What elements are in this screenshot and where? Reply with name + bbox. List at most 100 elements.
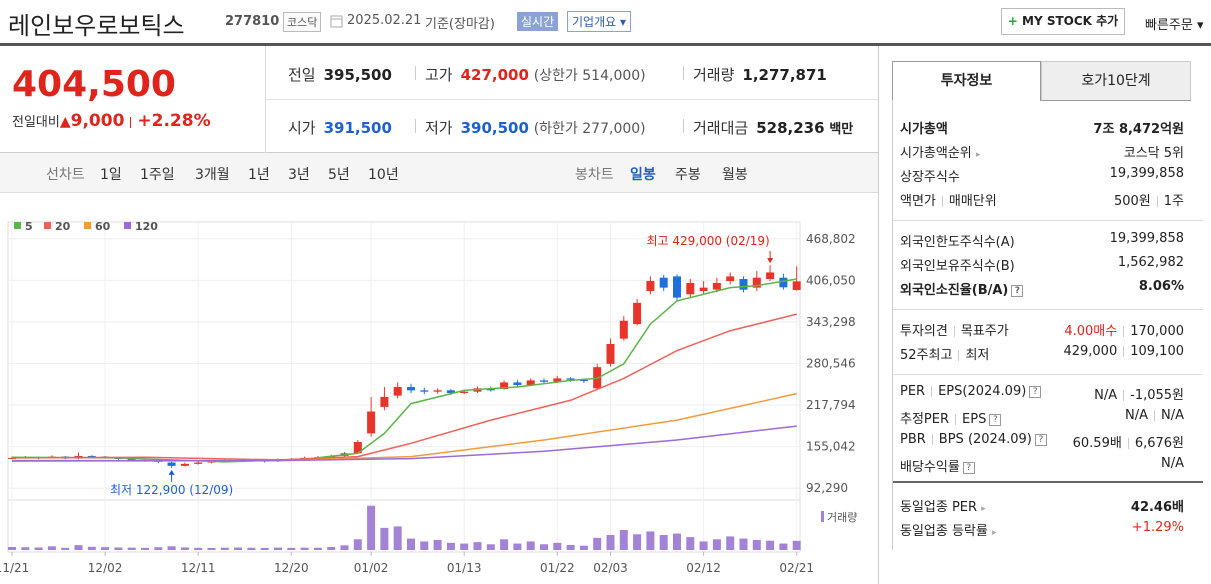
cell-note: (하한가 277,000): [533, 121, 646, 137]
candle-period[interactable]: 월봉: [722, 167, 748, 183]
label-text: 액면가: [900, 194, 936, 209]
volume-bar: [420, 541, 429, 550]
ma-line: [11, 392, 797, 462]
volume-bar: [686, 537, 695, 550]
ma-line: [11, 313, 797, 461]
candle-body: [540, 380, 548, 382]
volume-bar: [141, 547, 149, 550]
period[interactable]: 3년: [288, 167, 310, 183]
info-row: 외국인소진율(B/A)? 8.06%: [900, 279, 1184, 298]
quote-box: [0, 46, 878, 153]
period[interactable]: 1년: [248, 167, 270, 183]
value-text: 109,100: [1130, 344, 1184, 359]
candle-body: [686, 283, 695, 295]
volume-bar: [327, 547, 336, 550]
annotation-high: 최고 429,000 (02/19): [646, 234, 769, 248]
info-value: N/A: [1161, 456, 1184, 471]
volume-bar: [61, 547, 70, 550]
info-row: 외국인보유주식수(B) 1,562,982: [900, 255, 1184, 274]
value-text: N/A: [1125, 408, 1148, 423]
period[interactable]: 3개월: [195, 167, 230, 183]
value-text: -1,055원: [1130, 388, 1184, 403]
quote-cell: 거래량 1,277,871: [693, 64, 827, 85]
divider: [415, 66, 416, 80]
info-value: 19,399,858: [1109, 231, 1184, 246]
candle-body: [393, 387, 402, 396]
period[interactable]: 1일: [100, 167, 122, 183]
mystock-button[interactable]: + MY STOCK 추가: [1001, 8, 1125, 35]
info-value: 500원 1주: [1114, 190, 1184, 209]
candle-body: [699, 287, 708, 291]
cell-label: 거래량: [693, 66, 735, 84]
candle-body: [579, 379, 588, 382]
x-tick-label: 11/21: [0, 561, 29, 575]
info-value: N/A N/A: [1125, 408, 1184, 427]
divider: [893, 481, 1203, 483]
volume-bar: [433, 540, 442, 550]
label-text: 추정PER: [900, 412, 950, 427]
divider: [893, 374, 1203, 375]
tab-active[interactable]: 투자정보: [892, 61, 1041, 101]
y-tick-label: 217,794: [806, 398, 856, 412]
candle-period[interactable]: 일봉: [630, 167, 656, 183]
quick-order[interactable]: 빠른주문 ▾: [1145, 18, 1204, 33]
volume-bar: [739, 538, 748, 550]
volume-bar: [792, 540, 801, 550]
volume-bar: [207, 548, 216, 550]
cell-value: 427,000: [460, 66, 529, 84]
volume-bar: [260, 547, 269, 550]
label-text: EPS: [962, 412, 987, 427]
candle-body: [633, 302, 642, 325]
candle-body: [526, 380, 535, 386]
volume-bar: [367, 505, 376, 550]
stock-code: 277810: [225, 14, 280, 29]
cell-label: 고가: [425, 66, 453, 84]
legend-swatch: [44, 222, 51, 229]
candle-period[interactable]: 주봉: [675, 167, 701, 183]
candle-body: [180, 463, 189, 466]
volume-bar: [446, 542, 455, 550]
candle-body: [433, 390, 442, 392]
period[interactable]: 1주일: [140, 167, 175, 183]
value-text: 500원: [1113, 194, 1151, 209]
ma-line: [12, 425, 797, 462]
candle-body: [8, 457, 16, 459]
value-text: 4.00매수: [1064, 324, 1118, 339]
info-value: 42.46배: [1130, 500, 1184, 515]
candle-body: [194, 462, 203, 464]
cell-value: 395,500: [323, 66, 392, 84]
tab[interactable]: 호가10단계: [1041, 61, 1191, 101]
candle-body: [513, 382, 522, 386]
value-text: N/A: [1161, 408, 1184, 423]
info-value: 7조 8,472억원: [1093, 122, 1184, 137]
volume-frame: [7, 499, 801, 553]
volume-bar: [287, 547, 296, 550]
x-tick-label: 02/21: [779, 561, 814, 575]
volume-bar: [566, 545, 575, 550]
x-tick-label: 01/02: [354, 561, 389, 575]
company-label: 기업개요: [572, 15, 617, 29]
info-row: 동일업종 등락률 ▸ +1.29%: [900, 520, 1184, 539]
company-button[interactable]: 기업개요 ▾: [567, 11, 632, 32]
volume-bar: [473, 542, 482, 550]
y-tick-label: 468,802: [806, 232, 856, 246]
info-value: 코스닥 5위: [1123, 146, 1184, 161]
volume-bar: [47, 546, 56, 550]
info-label: 시가총액순위 ▸: [900, 146, 981, 161]
cell-label: 거래대금: [693, 119, 749, 137]
x-tick-label: 01/22: [540, 561, 575, 575]
cell-value: 1,277,871: [742, 66, 827, 84]
candle-body: [353, 442, 362, 454]
info-label: 투자의견 목표주가: [900, 320, 1009, 339]
period[interactable]: 10년: [368, 167, 399, 183]
y-tick-label: 280,546: [806, 356, 856, 370]
volume-bar: [21, 547, 30, 550]
volume-bar: [340, 545, 349, 550]
volume-bar: [659, 535, 668, 550]
period[interactable]: 5년: [328, 167, 350, 183]
volume-bar: [167, 546, 176, 550]
cell-label: 시가: [288, 119, 316, 137]
divider: [683, 66, 684, 80]
mystock-label: MY STOCK 추가: [1022, 14, 1119, 28]
candle-body: [127, 458, 136, 460]
